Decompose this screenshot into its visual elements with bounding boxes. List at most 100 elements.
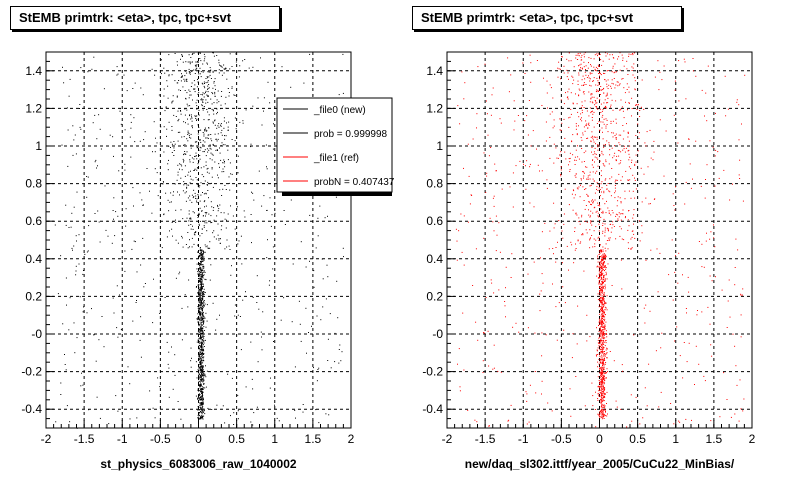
scatter-point bbox=[69, 297, 71, 299]
scatter-point bbox=[200, 288, 202, 290]
scatter-point bbox=[197, 319, 199, 321]
scatter-point bbox=[203, 270, 205, 272]
scatter-point bbox=[283, 210, 285, 211]
scatter-point bbox=[203, 293, 205, 295]
scatter-point bbox=[196, 198, 198, 200]
scatter-point bbox=[212, 154, 214, 156]
scatter-point bbox=[182, 158, 184, 160]
scatter-point bbox=[294, 366, 296, 368]
scatter-point bbox=[168, 74, 170, 76]
scatter-point bbox=[154, 74, 156, 76]
scatter-point bbox=[322, 278, 324, 280]
scatter-point bbox=[217, 204, 218, 206]
scatter-point bbox=[223, 117, 225, 119]
scatter-point bbox=[202, 362, 204, 364]
scatter-point bbox=[194, 155, 196, 157]
scatter-point bbox=[195, 361, 197, 363]
scatter-point bbox=[208, 114, 210, 116]
scatter-point bbox=[198, 353, 200, 355]
scatter-point bbox=[197, 214, 198, 216]
scatter-point bbox=[131, 248, 133, 250]
scatter-point bbox=[202, 342, 204, 344]
scatter-point bbox=[197, 251, 199, 253]
scatter-point bbox=[212, 52, 214, 54]
scatter-point bbox=[200, 353, 202, 355]
scatter-point bbox=[81, 372, 82, 374]
scatter-point bbox=[276, 189, 278, 191]
scatter-point bbox=[189, 105, 191, 107]
scatter-point bbox=[186, 184, 188, 186]
scatter-point bbox=[201, 397, 203, 399]
scatter-point bbox=[198, 293, 200, 295]
scatter-point bbox=[280, 319, 282, 321]
scatter-point bbox=[129, 383, 131, 385]
scatter-point bbox=[199, 254, 200, 256]
scatter-point bbox=[197, 306, 199, 307]
scatter-point bbox=[54, 224, 56, 226]
scatter-point bbox=[214, 93, 216, 95]
scatter-point bbox=[198, 278, 199, 279]
scatter-point bbox=[201, 380, 203, 382]
scatter-point bbox=[203, 380, 205, 382]
scatter-point bbox=[210, 201, 212, 203]
scatter-point bbox=[68, 329, 70, 331]
scatter-point bbox=[171, 101, 173, 103]
scatter-point bbox=[199, 253, 201, 254]
scatter-point bbox=[231, 66, 233, 67]
scatter-point bbox=[109, 134, 111, 136]
scatter-point bbox=[290, 86, 292, 88]
scatter-point bbox=[202, 402, 204, 404]
scatter-point bbox=[75, 235, 77, 237]
scatter-point bbox=[183, 161, 184, 163]
scatter-point bbox=[213, 81, 215, 82]
scatter-point bbox=[116, 74, 118, 76]
scatter-point bbox=[179, 168, 180, 170]
scatter-point bbox=[197, 133, 199, 135]
scatter-point bbox=[117, 336, 119, 338]
scatter-point bbox=[215, 138, 217, 140]
scatter-point bbox=[250, 341, 252, 343]
scatter-point bbox=[198, 255, 200, 257]
scatter-point bbox=[198, 321, 199, 323]
scatter-point bbox=[320, 319, 322, 321]
scatter-point bbox=[209, 144, 211, 146]
scatter-point bbox=[103, 346, 105, 348]
scatter-point bbox=[218, 239, 220, 241]
scatter-point bbox=[202, 314, 204, 316]
scatter-point bbox=[187, 247, 189, 249]
scatter-point bbox=[144, 283, 146, 284]
scatter-point bbox=[200, 278, 202, 280]
scatter-point bbox=[207, 95, 209, 97]
scatter-point bbox=[319, 205, 321, 207]
scatter-point bbox=[201, 312, 203, 314]
scatter-point bbox=[176, 179, 178, 181]
scatter-point bbox=[86, 312, 88, 314]
scatter-point bbox=[215, 149, 217, 151]
scatter-point bbox=[202, 329, 204, 331]
scatter-point bbox=[287, 137, 289, 139]
scatter-point bbox=[186, 103, 188, 105]
scatter-point bbox=[221, 134, 223, 136]
scatter-point bbox=[199, 281, 201, 283]
scatter-point bbox=[206, 168, 208, 170]
scatter-point bbox=[203, 410, 205, 412]
scatter-point bbox=[266, 210, 268, 211]
scatter-point bbox=[199, 387, 201, 389]
scatter-point bbox=[198, 418, 200, 420]
scatter-point bbox=[202, 370, 203, 372]
scatter-point bbox=[202, 327, 204, 329]
scatter-point bbox=[130, 114, 132, 116]
scatter-point bbox=[202, 151, 204, 153]
scatter-point bbox=[203, 300, 205, 301]
scatter-point bbox=[204, 212, 206, 213]
scatter-point bbox=[214, 133, 216, 135]
scatter-point bbox=[274, 212, 276, 214]
scatter-point bbox=[205, 312, 207, 314]
scatter-point bbox=[184, 114, 186, 116]
scatter-point bbox=[202, 418, 204, 420]
scatter-point bbox=[204, 278, 206, 280]
scatter-point bbox=[200, 364, 202, 366]
scatter-point bbox=[198, 390, 200, 392]
scatter-point bbox=[200, 352, 202, 354]
scatter-point bbox=[322, 306, 324, 308]
